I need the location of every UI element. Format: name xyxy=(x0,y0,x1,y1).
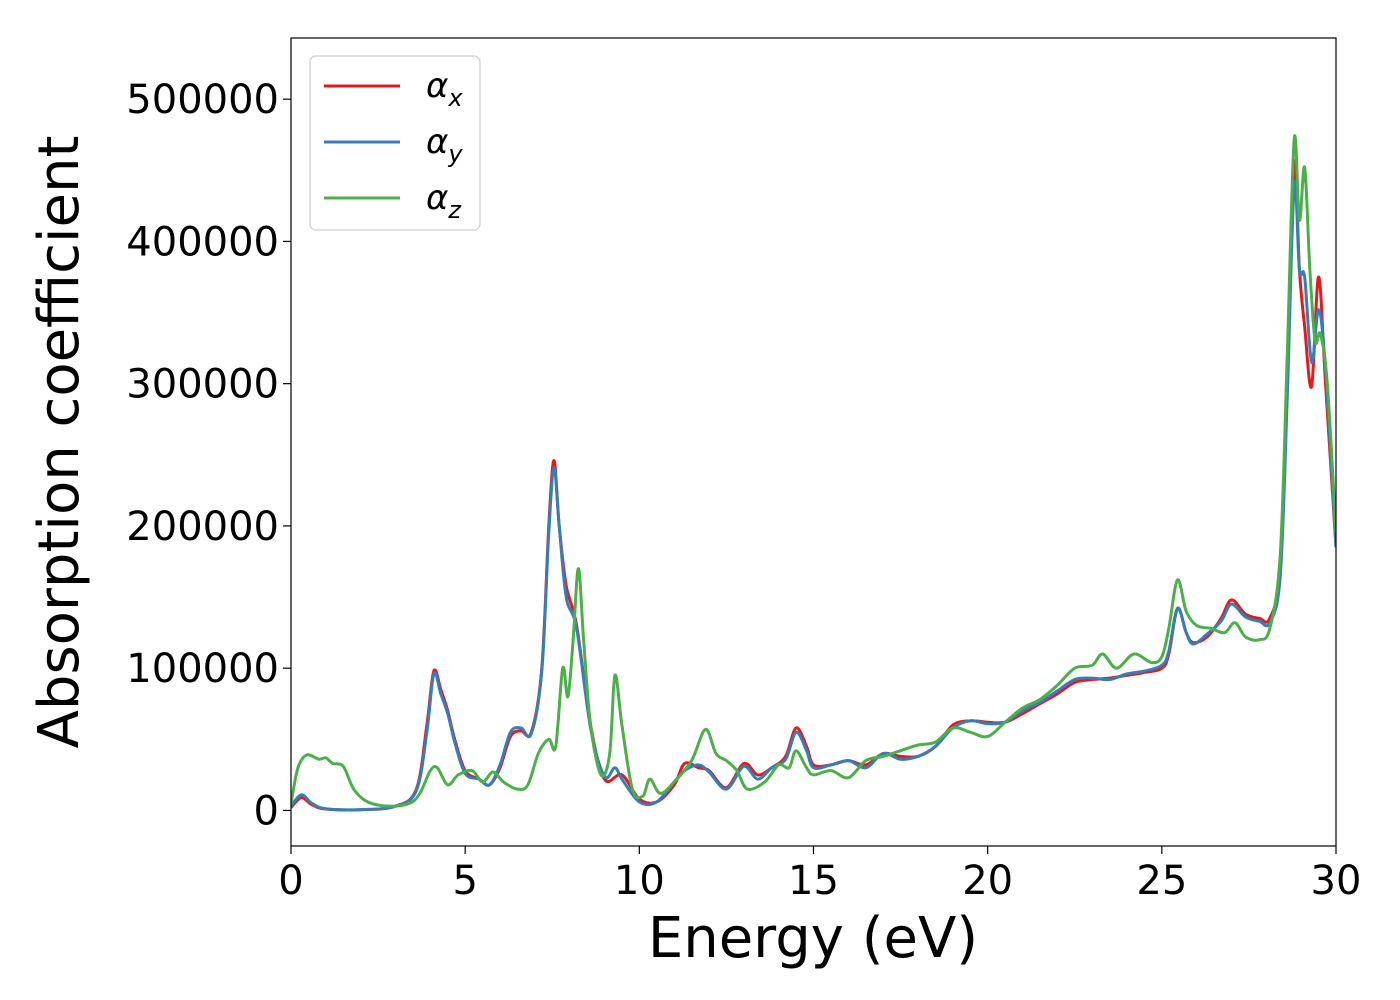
y-tick-label: 100000 xyxy=(126,646,279,692)
y-tick-label: 0 xyxy=(254,788,279,834)
x-tick-label: 20 xyxy=(962,858,1013,904)
legend-label-z: αz xyxy=(426,178,462,224)
tick-layer: 0 5 10 15 20 25 30 0 100000 200000 300000 400000 500… xyxy=(126,77,1361,904)
x-tick-label: 10 xyxy=(614,858,665,904)
x-axis-label: Energy (eV) xyxy=(648,906,978,971)
x-tick-label: 15 xyxy=(788,858,839,904)
y-tick-label: 500000 xyxy=(126,77,279,123)
y-tick-label: 200000 xyxy=(126,504,279,550)
series-layer xyxy=(291,134,1336,812)
y-tick-label: 400000 xyxy=(126,219,279,265)
legend-label-x: αx xyxy=(426,66,463,112)
x-tick-label: 0 xyxy=(278,858,303,904)
x-tick-label: 5 xyxy=(452,858,477,904)
legend: αx αy αz xyxy=(309,55,481,231)
series-line-y xyxy=(291,179,1336,812)
series-line-z xyxy=(291,134,1336,808)
x-tick-label: 30 xyxy=(1311,858,1362,904)
legend-label-y: αy xyxy=(426,122,463,168)
y-tick-label: 300000 xyxy=(126,362,279,408)
y-axis-label: Absorption coefficient xyxy=(27,136,92,749)
x-tick-label: 25 xyxy=(1136,858,1187,904)
